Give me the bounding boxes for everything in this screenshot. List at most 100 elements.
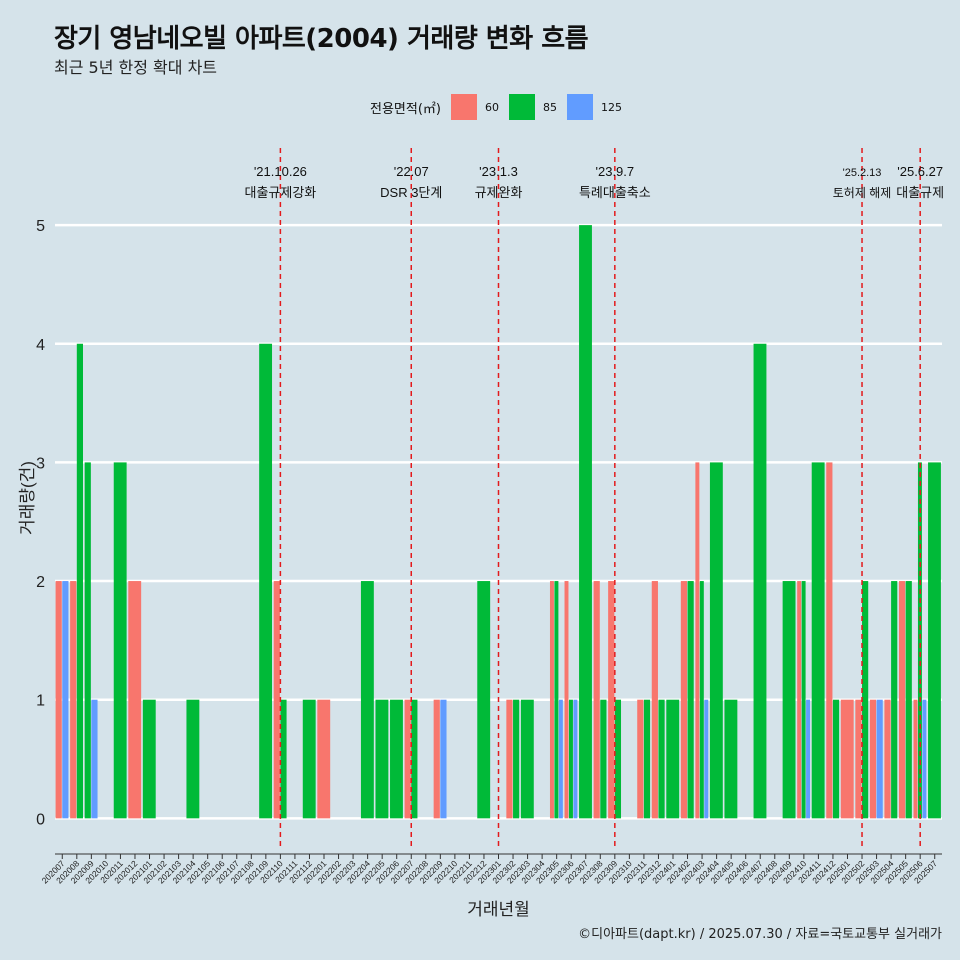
bar-202306-85 — [568, 699, 573, 819]
bar-202412-85 — [832, 699, 840, 819]
bar-202008-60 — [70, 581, 77, 819]
bar-202407-85 — [753, 343, 767, 819]
bar-202404-85 — [709, 462, 723, 819]
bar-202305-125 — [558, 699, 563, 819]
event-date-label: '22.07 — [394, 164, 429, 179]
bar-202503-125 — [876, 699, 883, 819]
bar-202405-85 — [724, 699, 738, 819]
legend: 전용면적(㎡) 60 85 125 — [370, 93, 632, 121]
bar-202009-125 — [91, 699, 98, 819]
bar-202507-85 — [928, 462, 941, 819]
legend-label-125: 125 — [600, 100, 622, 114]
bar-202109-85 — [259, 343, 273, 819]
bar-202209-60 — [433, 699, 440, 819]
bar-202112-85 — [302, 699, 316, 819]
bar-202504-60 — [884, 699, 891, 819]
bar-202502-85 — [862, 581, 869, 819]
event-date-label: '23.1.3 — [479, 164, 518, 179]
bar-202303-85 — [520, 699, 534, 819]
event-name-label: 대출규제 — [896, 185, 944, 200]
bar-202402-60 — [680, 581, 688, 819]
bar-202012-60 — [128, 581, 142, 819]
event-name-label: 특례대출축소 — [579, 185, 651, 200]
bar-202504-85 — [891, 581, 898, 819]
bar-202501-60 — [840, 699, 854, 819]
event-name-label: 규제완화 — [475, 185, 523, 200]
bar-202009-85 — [84, 462, 91, 819]
y-tick-label: 1 — [36, 693, 45, 710]
chart-title: 장기 영남네오빌 아파트(2004) 거래량 변화 흐름 — [54, 24, 589, 54]
bar-202007-125 — [62, 581, 69, 819]
bar-202207-60 — [404, 699, 411, 819]
event-date-label: '25.6.27 — [897, 164, 943, 179]
bar-202309-85 — [614, 699, 622, 819]
source-credit: ©디아파트(dapt.kr) / 2025.07.30 / 자료=국토교통부 실… — [578, 927, 942, 942]
bar-202206-85 — [390, 699, 403, 819]
bar-202110-85 — [280, 699, 287, 819]
event-date-label: '23.9.7 — [596, 164, 635, 179]
bar-202411-85 — [811, 462, 825, 819]
legend-title: 전용면적(㎡) — [370, 101, 441, 117]
bar-202506-60 — [913, 699, 918, 819]
bar-202007-60 — [55, 581, 62, 819]
bar-202205-85 — [375, 699, 389, 819]
bar-202308-60 — [593, 581, 600, 819]
bar-202104-85 — [186, 699, 200, 819]
bar-202305-85 — [554, 581, 559, 819]
bar-202207-85 — [411, 699, 418, 819]
bar-202505-85 — [905, 581, 912, 819]
chart-subtitle: 최근 5년 한정 확대 차트 — [54, 58, 218, 77]
bar-202502-60 — [855, 699, 862, 819]
y-axis-title: 거래량(건) — [18, 461, 37, 535]
y-tick-label: 2 — [36, 574, 45, 591]
bar-202403-85 — [699, 581, 704, 819]
bar-202402-85 — [687, 581, 694, 819]
y-tick-label: 0 — [36, 811, 45, 828]
bar-202308-85 — [600, 699, 607, 819]
bar-202506-85 — [917, 462, 922, 819]
y-tick-label: 5 — [36, 218, 45, 235]
legend-label-60: 60 — [484, 100, 499, 114]
event-name-label: 토허제 해제 — [833, 186, 892, 200]
bar-202403-60 — [695, 462, 700, 819]
bar-202505-60 — [898, 581, 906, 819]
legend-item-60: 60 — [450, 94, 499, 120]
bar-202403-125 — [704, 699, 709, 819]
bar-202101-85 — [142, 699, 156, 819]
bar-202506-125 — [922, 699, 927, 819]
legend-swatch-85 — [508, 94, 535, 120]
bar-202212-85 — [477, 581, 491, 819]
legend-item-85: 85 — [508, 94, 557, 120]
bar-202011-85 — [113, 462, 127, 819]
bar-202201-60 — [317, 699, 331, 819]
legend-swatch-125 — [566, 94, 593, 120]
bar-202410-125 — [806, 699, 811, 819]
legend-swatch-60 — [450, 94, 477, 120]
bar-202306-60 — [564, 581, 569, 819]
bar-202409-85 — [782, 581, 796, 819]
bar-202312-60 — [651, 581, 658, 819]
bar-202401-85 — [666, 699, 680, 819]
bar-202410-60 — [797, 581, 802, 819]
bar-202309-60 — [608, 581, 615, 819]
bar-202412-60 — [826, 462, 833, 819]
bar-202410-85 — [801, 581, 806, 819]
legend-item-125: 125 — [566, 94, 622, 120]
bar-202307-85 — [579, 225, 592, 819]
bar-202302-60 — [506, 699, 513, 819]
event-name-label: DSR 3단계 — [380, 185, 442, 200]
x-axis-title: 거래년월 — [467, 900, 530, 919]
bar-202204-85 — [360, 581, 374, 819]
event-date-label: '25.2.13 — [843, 167, 882, 179]
event-name-label: 대출규제강화 — [245, 185, 317, 200]
bar-202311-60 — [637, 699, 644, 819]
bar-202008-85 — [76, 343, 84, 819]
bar-202311-85 — [643, 699, 651, 819]
bar-202110-60 — [273, 581, 280, 819]
event-date-label: '21.10.26 — [254, 164, 307, 179]
bar-202305-60 — [549, 581, 554, 819]
bar-202503-60 — [869, 699, 877, 819]
y-tick-label: 3 — [36, 455, 45, 472]
bar-202312-85 — [658, 699, 665, 819]
